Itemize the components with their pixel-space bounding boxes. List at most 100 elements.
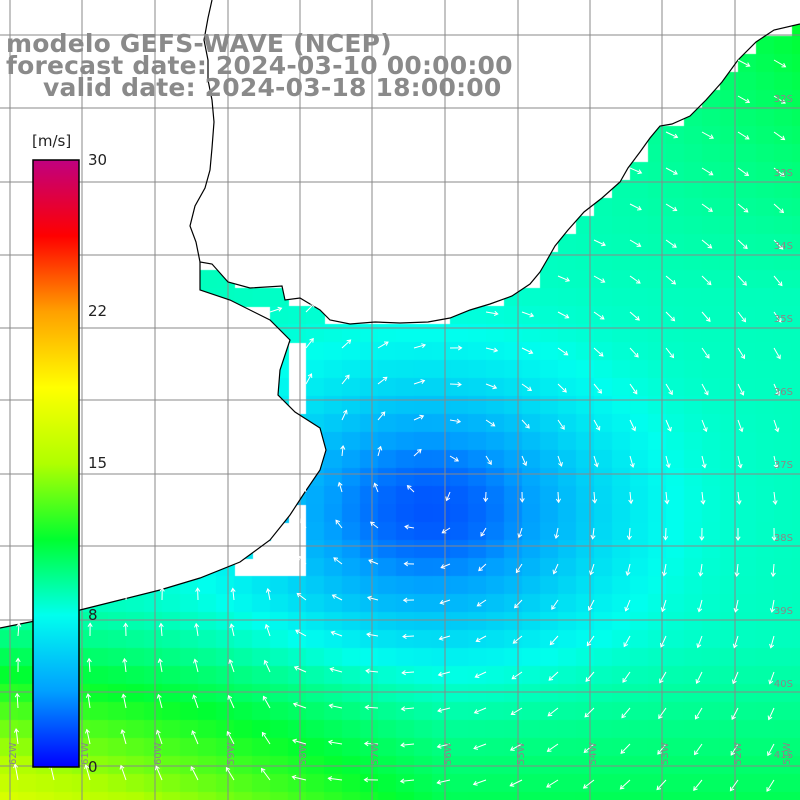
wind-arrow	[473, 743, 487, 750]
wind-arrow	[659, 671, 667, 684]
wind-arrow	[665, 383, 673, 396]
wind-arrow	[402, 597, 415, 603]
wind-arrow	[737, 239, 748, 250]
wind-arrow	[364, 704, 379, 710]
wind-arrow	[441, 527, 451, 534]
wind-arrow	[557, 419, 565, 430]
wind-arrow	[766, 779, 775, 792]
longitude-label: 54W	[588, 742, 599, 765]
wind-arrow	[327, 739, 343, 745]
wind-arrow	[593, 239, 606, 247]
wind-arrow	[413, 379, 426, 385]
wind-arrow	[629, 311, 640, 321]
wind-arrow	[555, 491, 562, 504]
wind-arrow	[230, 587, 236, 601]
wind-arrow	[483, 491, 489, 503]
wind-arrow	[265, 587, 271, 601]
latitude-label: 34S	[774, 241, 793, 252]
wind-arrow	[327, 776, 343, 782]
wind-arrow	[768, 671, 775, 685]
wind-arrow	[554, 527, 560, 540]
wind-arrow	[87, 622, 93, 637]
wind-arrow	[695, 671, 703, 684]
wind-arrow	[263, 659, 271, 673]
wind-arrow	[511, 671, 523, 680]
longitude-label: 56W	[443, 742, 454, 765]
wind-arrow	[439, 599, 451, 605]
wind-arrow	[629, 203, 642, 211]
wind-arrow	[305, 337, 314, 349]
wind-arrow	[330, 630, 343, 637]
wind-arrow	[629, 383, 638, 395]
wind-arrow	[665, 347, 675, 359]
wind-arrow	[629, 455, 635, 468]
wind-arrow	[156, 693, 163, 709]
wind-arrow	[368, 559, 379, 565]
wind-arrow	[773, 455, 779, 469]
wind-arrow	[84, 764, 91, 781]
wind-arrow	[629, 347, 639, 358]
wind-arrow	[305, 302, 316, 313]
wind-arrow	[399, 778, 415, 784]
wind-arrow	[590, 527, 596, 540]
wind-arrow	[629, 275, 641, 284]
wind-arrow	[340, 445, 346, 457]
wind-arrow	[269, 306, 283, 313]
wind-arrow	[665, 455, 671, 469]
coastline-south	[0, 262, 327, 629]
wind-arrow	[193, 658, 199, 673]
wind-arrow	[665, 131, 679, 139]
wind-arrow	[195, 587, 201, 601]
wind-arrow	[557, 275, 571, 282]
wind-arrow	[295, 629, 307, 637]
wind-arrow	[521, 311, 535, 318]
wind-arrow	[480, 527, 487, 537]
wind-arrow	[629, 167, 643, 175]
wind-arrow	[227, 694, 235, 709]
wind-arrow	[737, 311, 747, 323]
longitude-label: 60W	[153, 742, 164, 765]
colorbar	[32, 159, 80, 768]
wind-arrow	[582, 779, 595, 789]
latitude-label: 41S	[774, 750, 793, 761]
colorbar-tick-22: 22	[88, 302, 108, 320]
wind-arrow	[773, 203, 785, 214]
wind-arrow	[406, 485, 415, 493]
wind-arrow	[773, 275, 783, 287]
wind-arrow	[341, 339, 352, 349]
wind-arrow	[121, 693, 127, 709]
wind-arrow	[737, 167, 750, 176]
wind-arrow	[485, 419, 496, 427]
wind-arrow	[521, 347, 534, 355]
wind-arrow	[657, 743, 667, 755]
wind-arrow	[225, 766, 235, 781]
wind-arrow	[403, 561, 415, 567]
wind-arrow	[159, 587, 165, 601]
wind-arrow	[701, 275, 712, 286]
wind-arrow	[584, 707, 595, 718]
wind-arrow	[228, 659, 235, 673]
wind-arrow	[701, 311, 711, 322]
wind-arrow	[293, 665, 307, 673]
wind-arrow	[436, 743, 451, 749]
wind-arrow	[260, 767, 271, 781]
wind-direction-arrows	[13, 59, 787, 792]
wind-arrow	[551, 599, 559, 610]
longitude-label: 55W	[516, 742, 527, 765]
latitude-label: 32S	[774, 94, 793, 105]
wind-arrow	[701, 419, 708, 433]
wind-arrow	[377, 341, 389, 349]
wind-arrow	[157, 658, 163, 673]
longitude-label: 57W	[370, 742, 381, 765]
wind-arrow	[769, 599, 775, 613]
wind-arrow	[404, 524, 415, 530]
latitude-label: 37S	[774, 460, 793, 471]
colorbar-scale	[32, 159, 80, 768]
wind-arrow	[478, 563, 487, 572]
wind-arrow	[697, 599, 703, 613]
wind-arrow	[583, 743, 595, 754]
wind-arrow	[701, 239, 713, 249]
wind-arrow	[119, 764, 127, 781]
wind-arrow	[693, 779, 703, 791]
